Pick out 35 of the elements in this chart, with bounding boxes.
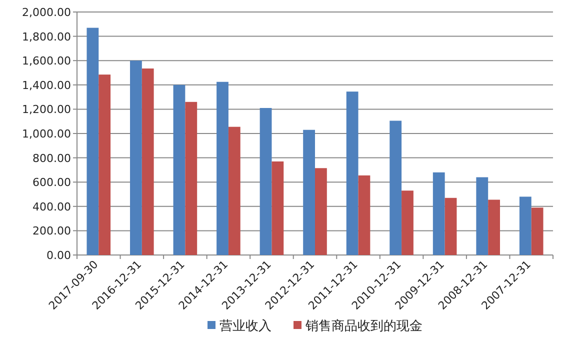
bar: [346, 92, 358, 255]
legend-label: 销售商品收到的现金: [304, 319, 422, 334]
bar: [476, 177, 488, 255]
bar: [444, 198, 457, 255]
bar: [390, 120, 402, 255]
bar: [216, 82, 228, 255]
bar: [519, 196, 532, 255]
bar: [272, 161, 284, 255]
bar: [260, 108, 272, 255]
bar: [86, 28, 99, 255]
bar: [228, 126, 240, 255]
bar: [531, 208, 544, 255]
y-tick-label: 1,200.00: [22, 103, 71, 116]
legend-label: 营业收入: [220, 319, 272, 334]
y-tick-label: 800.00: [32, 152, 71, 165]
y-tick-label: 400.00: [32, 200, 71, 214]
y-tick-label: 600.00: [32, 176, 71, 190]
y-tick-label: 1,600.00: [22, 54, 71, 68]
bar: [432, 172, 445, 255]
y-tick-label: 1,800.00: [22, 30, 71, 44]
bar: [303, 130, 315, 255]
bar: [315, 168, 327, 255]
bar: [142, 68, 154, 255]
bar: [488, 200, 500, 255]
bar: [185, 102, 198, 255]
y-tick-label: 1,000.00: [22, 128, 71, 140]
y-tick-label: 1,400.00: [22, 78, 71, 92]
bar: [173, 84, 186, 255]
y-tick-label: 0.00: [46, 249, 71, 262]
bar: [98, 74, 111, 255]
y-tick-label: 2,000.00: [22, 6, 71, 19]
bar: [130, 60, 142, 255]
y-tick-label: 200.00: [32, 224, 71, 238]
bar: [402, 190, 414, 255]
bar: [358, 175, 370, 255]
